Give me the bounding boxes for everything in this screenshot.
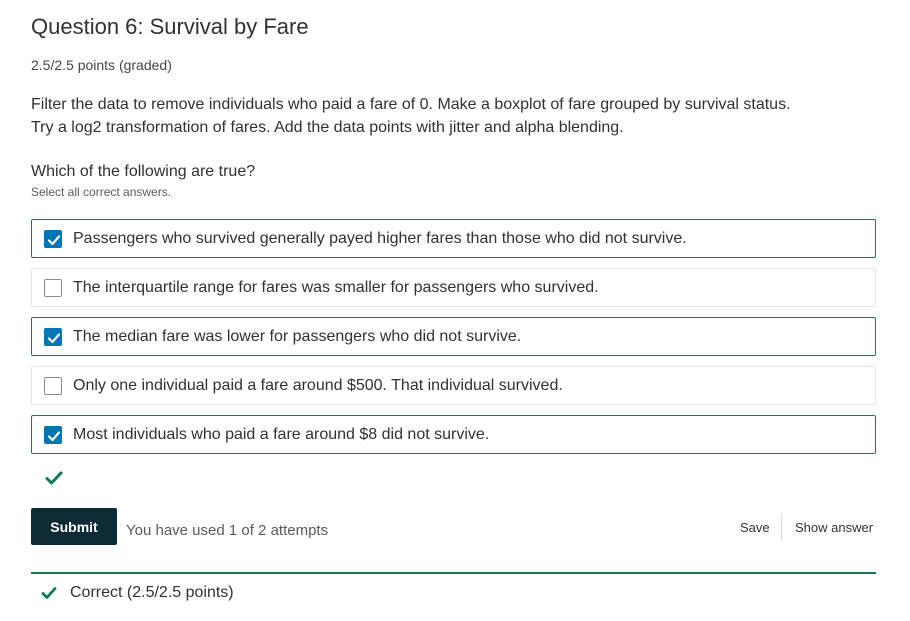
checkbox-check-icon — [47, 430, 61, 441]
checkbox[interactable] — [44, 327, 62, 346]
prompt-line: Try a log2 transformation of fares. Add … — [31, 119, 624, 136]
attempts-text: You have used 1 of 2 attempts — [126, 522, 329, 539]
checkbox[interactable] — [44, 425, 62, 444]
question-hint: Select all correct answers. — [31, 185, 172, 199]
choice-option[interactable]: Only one individual paid a fare around $… — [31, 366, 876, 405]
choice-option[interactable]: The interquartile range for fares was sm… — [31, 268, 876, 307]
question-text: Which of the following are true? — [31, 163, 256, 180]
choice-label: Only one individual paid a fare around $… — [73, 376, 563, 394]
checkmark-icon — [41, 587, 57, 599]
result-notification: Correct (2.5/2.5 points) — [41, 584, 234, 602]
result-text: Correct (2.5/2.5 points) — [70, 584, 234, 601]
choice-label: Passengers who survived generally payed … — [73, 229, 687, 247]
action-divider — [781, 514, 782, 540]
prompt-line: Filter the data to remove individuals wh… — [31, 96, 791, 113]
choice-option[interactable]: Most individuals who paid a fare around … — [31, 415, 876, 454]
save-button[interactable]: Save — [740, 520, 770, 535]
checkbox-check-icon — [47, 332, 61, 343]
choice-label: Most individuals who paid a fare around … — [73, 425, 490, 443]
submit-button[interactable]: Submit — [31, 508, 117, 545]
choice-option[interactable]: Passengers who survived generally payed … — [31, 219, 876, 258]
checkbox[interactable] — [44, 229, 62, 248]
checkbox-check-icon — [47, 234, 61, 245]
checkbox[interactable] — [44, 376, 62, 395]
points-label: 2.5/2.5 points (graded) — [31, 57, 172, 73]
choice-list: Passengers who survived generally payed … — [31, 219, 876, 464]
choice-option[interactable]: The median fare was lower for passengers… — [31, 317, 876, 356]
problem-title: Question 6: Survival by Fare — [31, 14, 309, 39]
problem-prompt: Filter the data to remove individuals wh… — [31, 93, 881, 139]
result-divider — [31, 572, 876, 574]
show-answer-button[interactable]: Show answer — [795, 520, 874, 535]
checkmark-icon — [45, 471, 63, 485]
checkbox[interactable] — [44, 278, 62, 297]
choice-label: The median fare was lower for passengers… — [73, 327, 522, 345]
choice-label: The interquartile range for fares was sm… — [73, 278, 599, 296]
